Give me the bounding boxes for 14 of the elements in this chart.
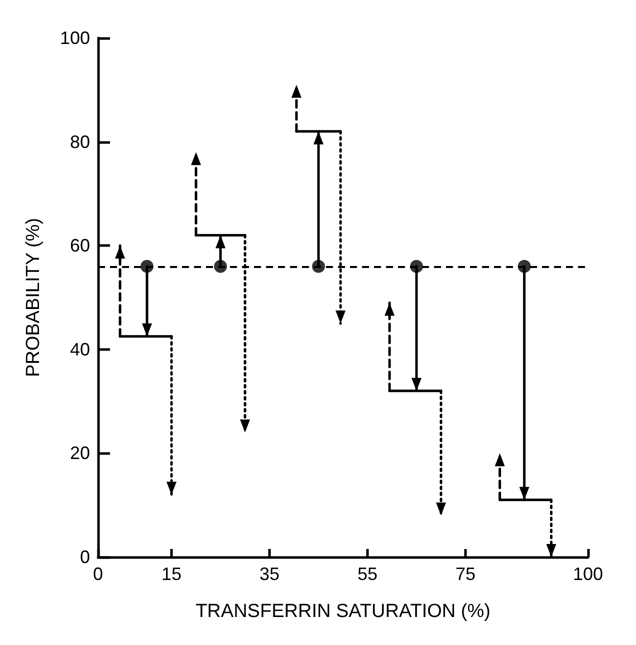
y-tick-label: 80 (70, 132, 90, 152)
x-tick-label: 55 (357, 564, 378, 584)
x-tick-label: 75 (455, 564, 476, 584)
x-tick-label: 0 (92, 564, 104, 584)
y-tick-label: 60 (70, 236, 90, 256)
x-tick-label: 15 (161, 564, 182, 584)
y-tick-label: 0 (80, 547, 90, 567)
y-tick-label: 20 (70, 443, 90, 464)
x-tick-label: 100 (572, 564, 604, 584)
y-tick-label: 100 (60, 28, 90, 48)
x-tick-label: 35 (259, 564, 280, 584)
x-axis-title: TRANSFERRIN SATURATION (%) (196, 601, 490, 622)
y-tick-label: 40 (70, 339, 90, 360)
y-axis-title: PROBABILITY (%) (23, 218, 44, 378)
